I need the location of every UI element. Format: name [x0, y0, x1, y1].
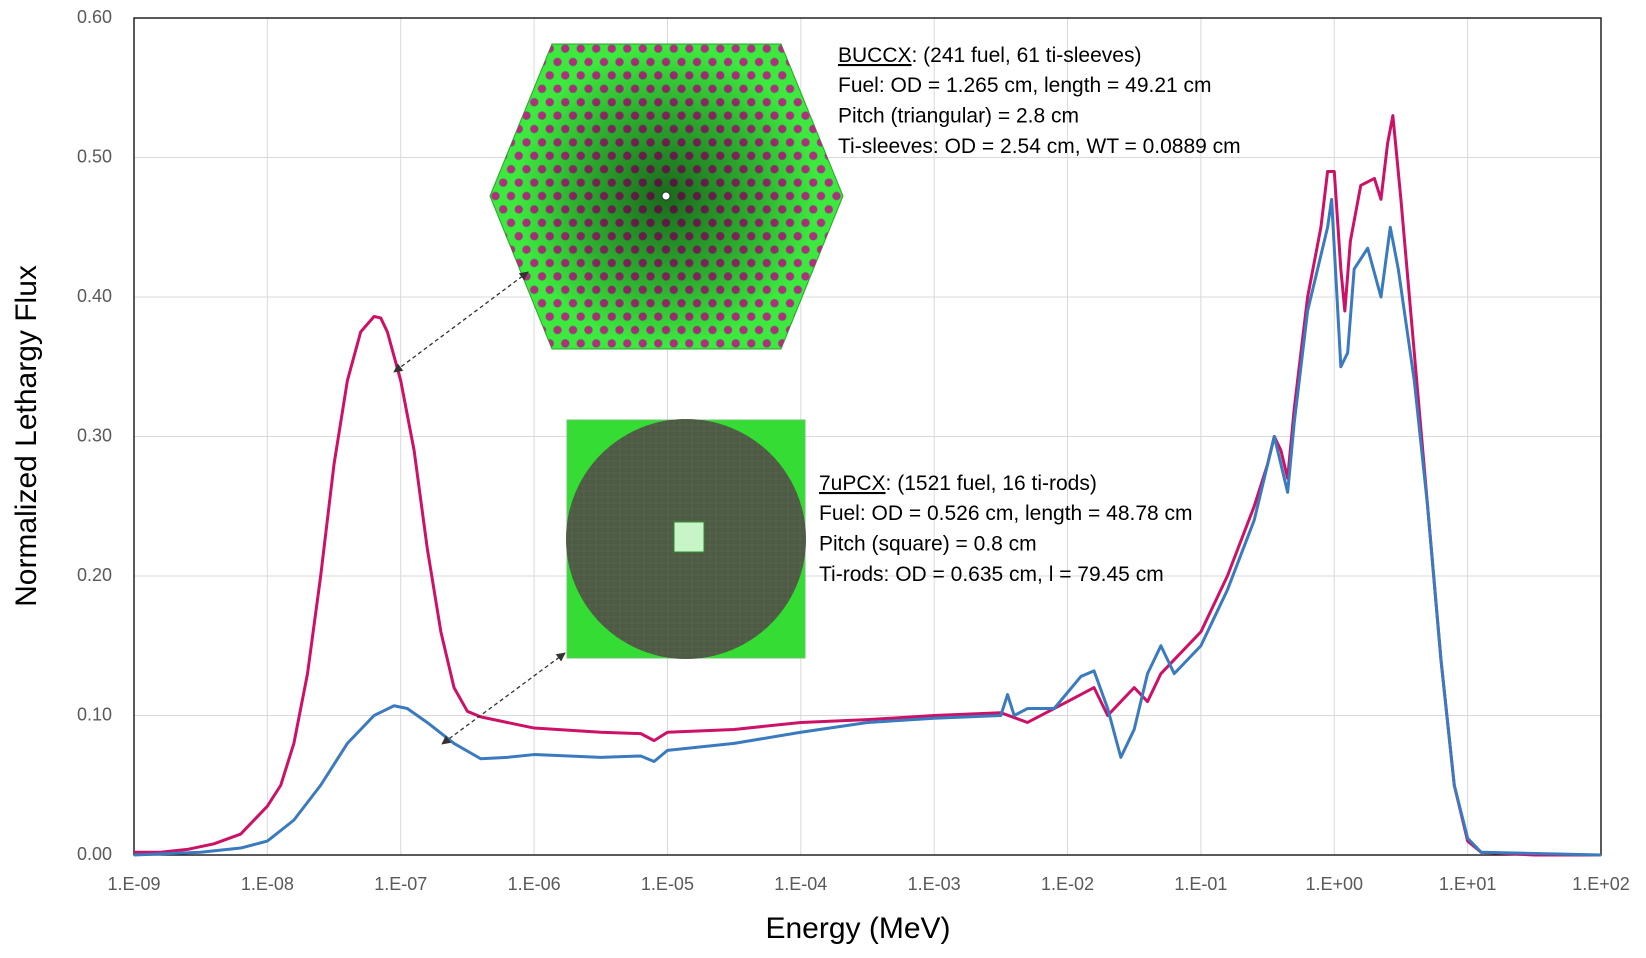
y-tick-label: 0.30 — [77, 425, 112, 445]
y-tick-label: 0.10 — [77, 704, 112, 724]
arrow — [394, 272, 528, 372]
x-tick-label: 1.E+01 — [1439, 874, 1497, 894]
annotation-heading: BUCCX: (241 fuel, 61 ti-sleeves) — [838, 44, 1141, 67]
y-tick-label: 0.40 — [77, 286, 112, 306]
x-tick-label: 1.E-07 — [374, 874, 427, 894]
x-tick-label: 1.E-02 — [1041, 874, 1094, 894]
x-tick-label: 1.E-05 — [641, 874, 694, 894]
annotation-line: Ti-sleeves: OD = 2.54 cm, WT = 0.0889 cm — [838, 135, 1241, 158]
chart: 0.00 0.10 0.20 0.30 0.40 0.50 0.60 1.E-09 1.E-08… — [0, 0, 1646, 953]
x-tick-label: 1.E+00 — [1305, 874, 1363, 894]
y-tick-label: 0.60 — [77, 7, 112, 27]
x-tick-label: 1.E-04 — [774, 874, 827, 894]
annotation-text: : (1521 fuel, 16 ti-rods) — [886, 472, 1097, 495]
y-tick-label: 0.00 — [77, 844, 112, 864]
insets — [394, 18, 895, 744]
annotation-heading: 7uPCX: (1521 fuel, 16 ti-rods) — [819, 472, 1097, 495]
y-tick-label: 0.20 — [77, 565, 112, 585]
x-tick-label: 1.E-06 — [508, 874, 561, 894]
annotation-title: 7uPCX — [819, 472, 886, 495]
annotation-title: BUCCX — [838, 44, 912, 67]
x-tick-label: 1.E-08 — [241, 874, 294, 894]
x-axis-title: Energy (MeV) — [765, 912, 950, 945]
y-axis-title: Normalized Lethargy Flux — [10, 265, 43, 607]
annotation-line: Ti-rods: OD = 0.635 cm, l = 79.45 cm — [819, 563, 1164, 586]
annotation-line: Fuel: OD = 1.265 cm, length = 49.21 cm — [838, 74, 1212, 97]
annotation-line: Pitch (square) = 0.8 cm — [819, 533, 1037, 556]
annotation-text: : (241 fuel, 61 ti-sleeves) — [912, 44, 1142, 67]
x-tick-label: 1.E-01 — [1174, 874, 1227, 894]
y-tick-label: 0.50 — [77, 146, 112, 166]
x-tick-label: 1.E-09 — [107, 874, 160, 894]
x-tick-label: 1.E+02 — [1572, 874, 1630, 894]
buccx-lattice-image — [445, 18, 895, 375]
annotation-line: Fuel: OD = 0.526 cm, length = 48.78 cm — [819, 502, 1193, 525]
series-line — [134, 199, 1601, 855]
7upcx-lattice-image — [566, 419, 806, 659]
annotation-line: Pitch (triangular) = 2.8 cm — [838, 105, 1079, 128]
x-tick-label: 1.E-03 — [908, 874, 961, 894]
